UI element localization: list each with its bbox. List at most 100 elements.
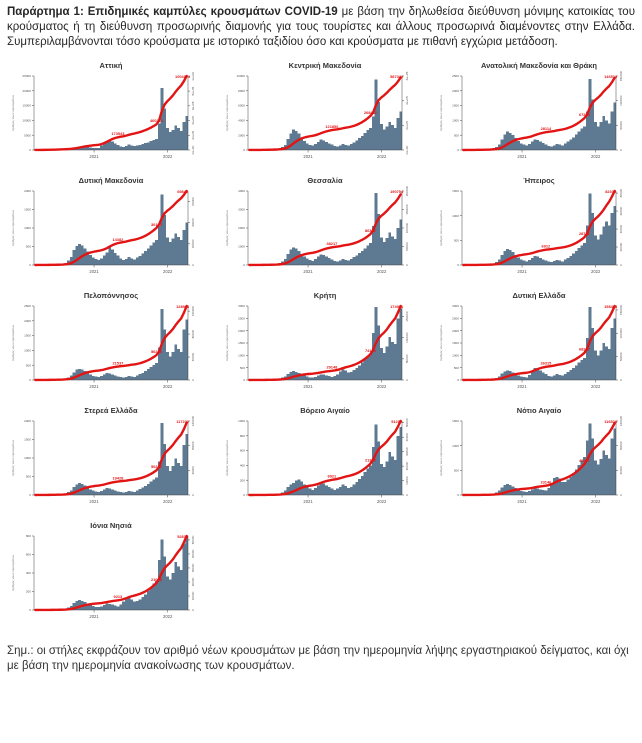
svg-text:1000: 1000 — [452, 118, 459, 122]
cumulative-annotations: 8921 21354 51209 — [328, 419, 403, 479]
right-axis: 0 40000 80000 120000 — [187, 305, 195, 380]
svg-text:120000: 120000 — [619, 416, 623, 426]
appendix-heading-rest: με βάση την δηλωθείσα διεύθυνση μόνιμης … — [7, 6, 635, 49]
chart-region-6: Πελοπόννησος 0 500 1000 1500 2000 2500 Αριθμός … — [7, 289, 215, 400]
svg-text:0: 0 — [457, 493, 459, 497]
chart-region-1: Κεντρική Μακεδονία 0 2000 4000 6000 8000 10000… — [221, 59, 429, 170]
svg-text:1500: 1500 — [452, 103, 459, 107]
svg-text:80000: 80000 — [191, 441, 195, 450]
svg-text:2021: 2021 — [89, 269, 99, 274]
cumulative-value-label: 1004871 — [175, 74, 191, 79]
svg-text:1000: 1000 — [238, 244, 245, 248]
svg-text:800: 800 — [26, 534, 31, 538]
cumulative-annotations: 121856 268431 587342 — [325, 74, 404, 129]
daily-cases-bars — [462, 306, 616, 380]
svg-text:2000: 2000 — [24, 419, 31, 423]
svg-text:80000: 80000 — [191, 329, 195, 338]
cumulative-value-label: 52814 — [177, 534, 189, 539]
chart-canvas: 0 500 1000 1500 Αριθμός νέων κρουσμάτων 0 2000… — [439, 188, 623, 274]
svg-text:2022: 2022 — [163, 499, 173, 504]
svg-text:200: 200 — [26, 589, 31, 593]
svg-text:1000: 1000 — [24, 348, 31, 352]
svg-text:0: 0 — [191, 608, 195, 610]
svg-text:3000: 3000 — [238, 304, 245, 308]
svg-text:3000: 3000 — [452, 304, 459, 308]
appendix-heading-bold: Παράρτημα 1: Επιδημικές καμπύλες κρουσμά… — [7, 6, 338, 18]
svg-text:5000: 5000 — [24, 133, 31, 137]
left-axis: 0 500 1000 1500 2000 2500 3000 Αριθμός νέων κρο… — [225, 304, 249, 382]
svg-text:120000: 120000 — [191, 305, 195, 316]
svg-text:100000: 100000 — [619, 95, 623, 106]
svg-text:100000: 100000 — [619, 327, 623, 338]
cumulative-value-label: 190754 — [390, 189, 404, 194]
cumulative-value-label: 38217 — [326, 241, 337, 246]
svg-text:2021: 2021 — [89, 384, 99, 389]
svg-text:2022: 2022 — [591, 499, 601, 504]
chart-title: Ανατολική Μακεδονία και Θράκη — [481, 60, 597, 70]
chart-region-2: Ανατολική Μακεδονία και Θράκη 0 500 1000 150… — [435, 59, 642, 170]
svg-text:6e+05: 6e+05 — [191, 101, 195, 110]
svg-text:2022: 2022 — [377, 269, 387, 274]
svg-text:1500: 1500 — [24, 207, 31, 211]
svg-text:2022: 2022 — [591, 269, 601, 274]
svg-text:0: 0 — [405, 263, 409, 265]
svg-text:2022: 2022 — [591, 384, 601, 389]
right-axis: 0 20000 40000 60000 — [187, 190, 195, 265]
svg-text:8000: 8000 — [238, 88, 245, 92]
svg-text:2021: 2021 — [517, 499, 527, 504]
svg-text:0: 0 — [191, 378, 195, 380]
svg-text:1500: 1500 — [24, 437, 31, 441]
svg-text:2021: 2021 — [517, 154, 527, 159]
cumulative-cases-line — [462, 304, 616, 381]
daily-cases-bars — [34, 535, 188, 610]
svg-text:100000: 100000 — [405, 332, 409, 343]
cumulative-value-label: 28741 — [579, 231, 591, 236]
svg-text:2000: 2000 — [452, 328, 459, 332]
svg-text:2000: 2000 — [24, 189, 31, 193]
chart-title: Ιόνια Νησιά — [90, 520, 132, 530]
cumulative-value-label: 28114 — [541, 126, 552, 131]
svg-text:80000: 80000 — [619, 441, 623, 450]
chart-title: Πελοπόννησος — [83, 290, 139, 300]
cumulative-value-label: 49257 — [579, 457, 590, 462]
svg-text:2000: 2000 — [24, 318, 31, 322]
left-axis: 0 500 1000 1500 2000 2500 Αριθμός νέων κρουσμά… — [439, 74, 463, 152]
cumulative-value-label: 69841 — [177, 189, 189, 194]
chart-title: Αττική — [99, 60, 123, 70]
svg-text:0: 0 — [29, 493, 31, 497]
svg-text:4000: 4000 — [238, 189, 245, 193]
svg-text:1500: 1500 — [24, 333, 31, 337]
left-axis: 0 1000 2000 3000 4000 Αριθμός νέων κρουσμάτων — [225, 189, 249, 267]
cumulative-value-label: 268431 — [364, 109, 378, 114]
x-axis: 2021 2022 — [248, 264, 402, 274]
left-axis-title: Αριθμός νέων κρουσμάτων — [11, 554, 15, 591]
right-axis: 0e+00 2e+05 4e+05 6e+05 8e+05 1e+06 — [187, 71, 195, 154]
left-axis-title: Αριθμός νέων κρουσμάτων — [11, 209, 15, 246]
chart-region-0: Αττική 0 5000 10000 15000 20000 25000 Αριθμός ν… — [7, 59, 215, 170]
cumulative-value-label: 74193 — [365, 348, 377, 353]
svg-text:80000: 80000 — [619, 188, 623, 197]
right-axis: 0 10000 20000 30000 40000 50000 — [187, 535, 195, 610]
svg-text:2021: 2021 — [517, 269, 527, 274]
svg-text:500: 500 — [26, 363, 31, 367]
left-axis: 0 500 1000 1500 Αριθμός νέων κρουσμάτων — [439, 189, 463, 267]
cumulative-annotations: 26315 68247 158463 — [540, 304, 617, 366]
svg-text:1000: 1000 — [452, 213, 459, 217]
svg-text:0: 0 — [457, 148, 459, 152]
daily-cases-bars — [248, 192, 402, 265]
svg-text:40000: 40000 — [405, 432, 409, 441]
svg-text:150000: 150000 — [405, 204, 409, 215]
footnote-text: Σημ.: οι στήλες εκφράζουν τον αριθμό νέω… — [7, 644, 629, 672]
svg-text:1000: 1000 — [24, 226, 31, 230]
svg-text:200000: 200000 — [405, 186, 409, 196]
daily-cases-bars — [462, 422, 616, 495]
x-axis: 2021 2022 — [462, 264, 616, 274]
left-axis-title: Αριθμός νέων κρουσμάτων — [11, 439, 15, 476]
svg-text:2022: 2022 — [591, 154, 601, 159]
right-axis: 0 10000 20000 30000 40000 50000 — [401, 418, 409, 495]
left-axis: 0 200 400 600 800 Αριθμός νέων κρουσμάτων — [11, 534, 35, 612]
chart-title: Κρήτη — [313, 290, 337, 300]
svg-text:2022: 2022 — [163, 154, 173, 159]
left-axis-title: Αριθμός νέων κρουσμάτων — [225, 94, 229, 131]
svg-text:4e+05: 4e+05 — [191, 115, 195, 124]
